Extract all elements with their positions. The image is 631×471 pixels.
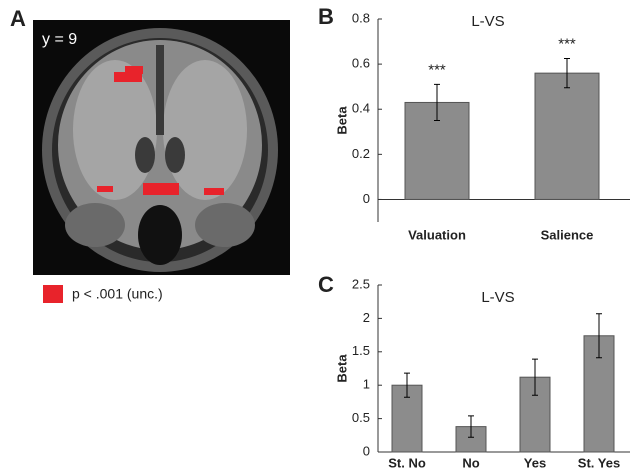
y-tick-label: 0.6 <box>352 56 370 71</box>
figure: A y = 9 p < .001 (unc.) B L-VS Beta 0 0.2 0.4… <box>0 0 631 471</box>
chart-title: L-VS <box>471 13 504 30</box>
x-tick-label: Yes <box>524 455 546 470</box>
y-tick-label: 1.5 <box>352 343 370 358</box>
y-tick-label: 2.5 <box>352 276 370 291</box>
x-tick-label: St. Yes <box>578 455 620 470</box>
panel-label: C <box>318 272 334 297</box>
y-tick-label: 0 <box>363 191 370 206</box>
y-tick-label: 2 <box>363 310 370 325</box>
x-tick-label: Valuation <box>408 227 466 242</box>
y-tick-label: 0.2 <box>352 146 370 161</box>
annotation: *** <box>428 61 446 78</box>
brain-image <box>33 20 290 275</box>
bar <box>535 73 599 199</box>
annotation: *** <box>558 35 576 52</box>
x-tick-label: St. No <box>388 455 426 470</box>
x-tick-label: No <box>462 455 479 470</box>
y-tick-label: 0.5 <box>352 410 370 425</box>
y-axis-label: Beta <box>334 106 349 135</box>
slice-label: y = 9 <box>42 31 77 48</box>
y-axis-label: Beta <box>334 354 349 383</box>
chart-title: L-VS <box>481 289 514 306</box>
legend-label: p < .001 (unc.) <box>72 286 163 302</box>
y-tick-label: 0 <box>363 443 370 458</box>
y-tick-label: 0.4 <box>352 101 370 116</box>
y-tick-label: 1 <box>363 377 370 392</box>
panel-label: B <box>318 4 334 29</box>
x-tick-label: Salience <box>541 227 594 242</box>
panel-label: A <box>10 6 26 31</box>
legend-swatch <box>43 285 63 303</box>
y-tick-label: 0.8 <box>352 10 370 25</box>
